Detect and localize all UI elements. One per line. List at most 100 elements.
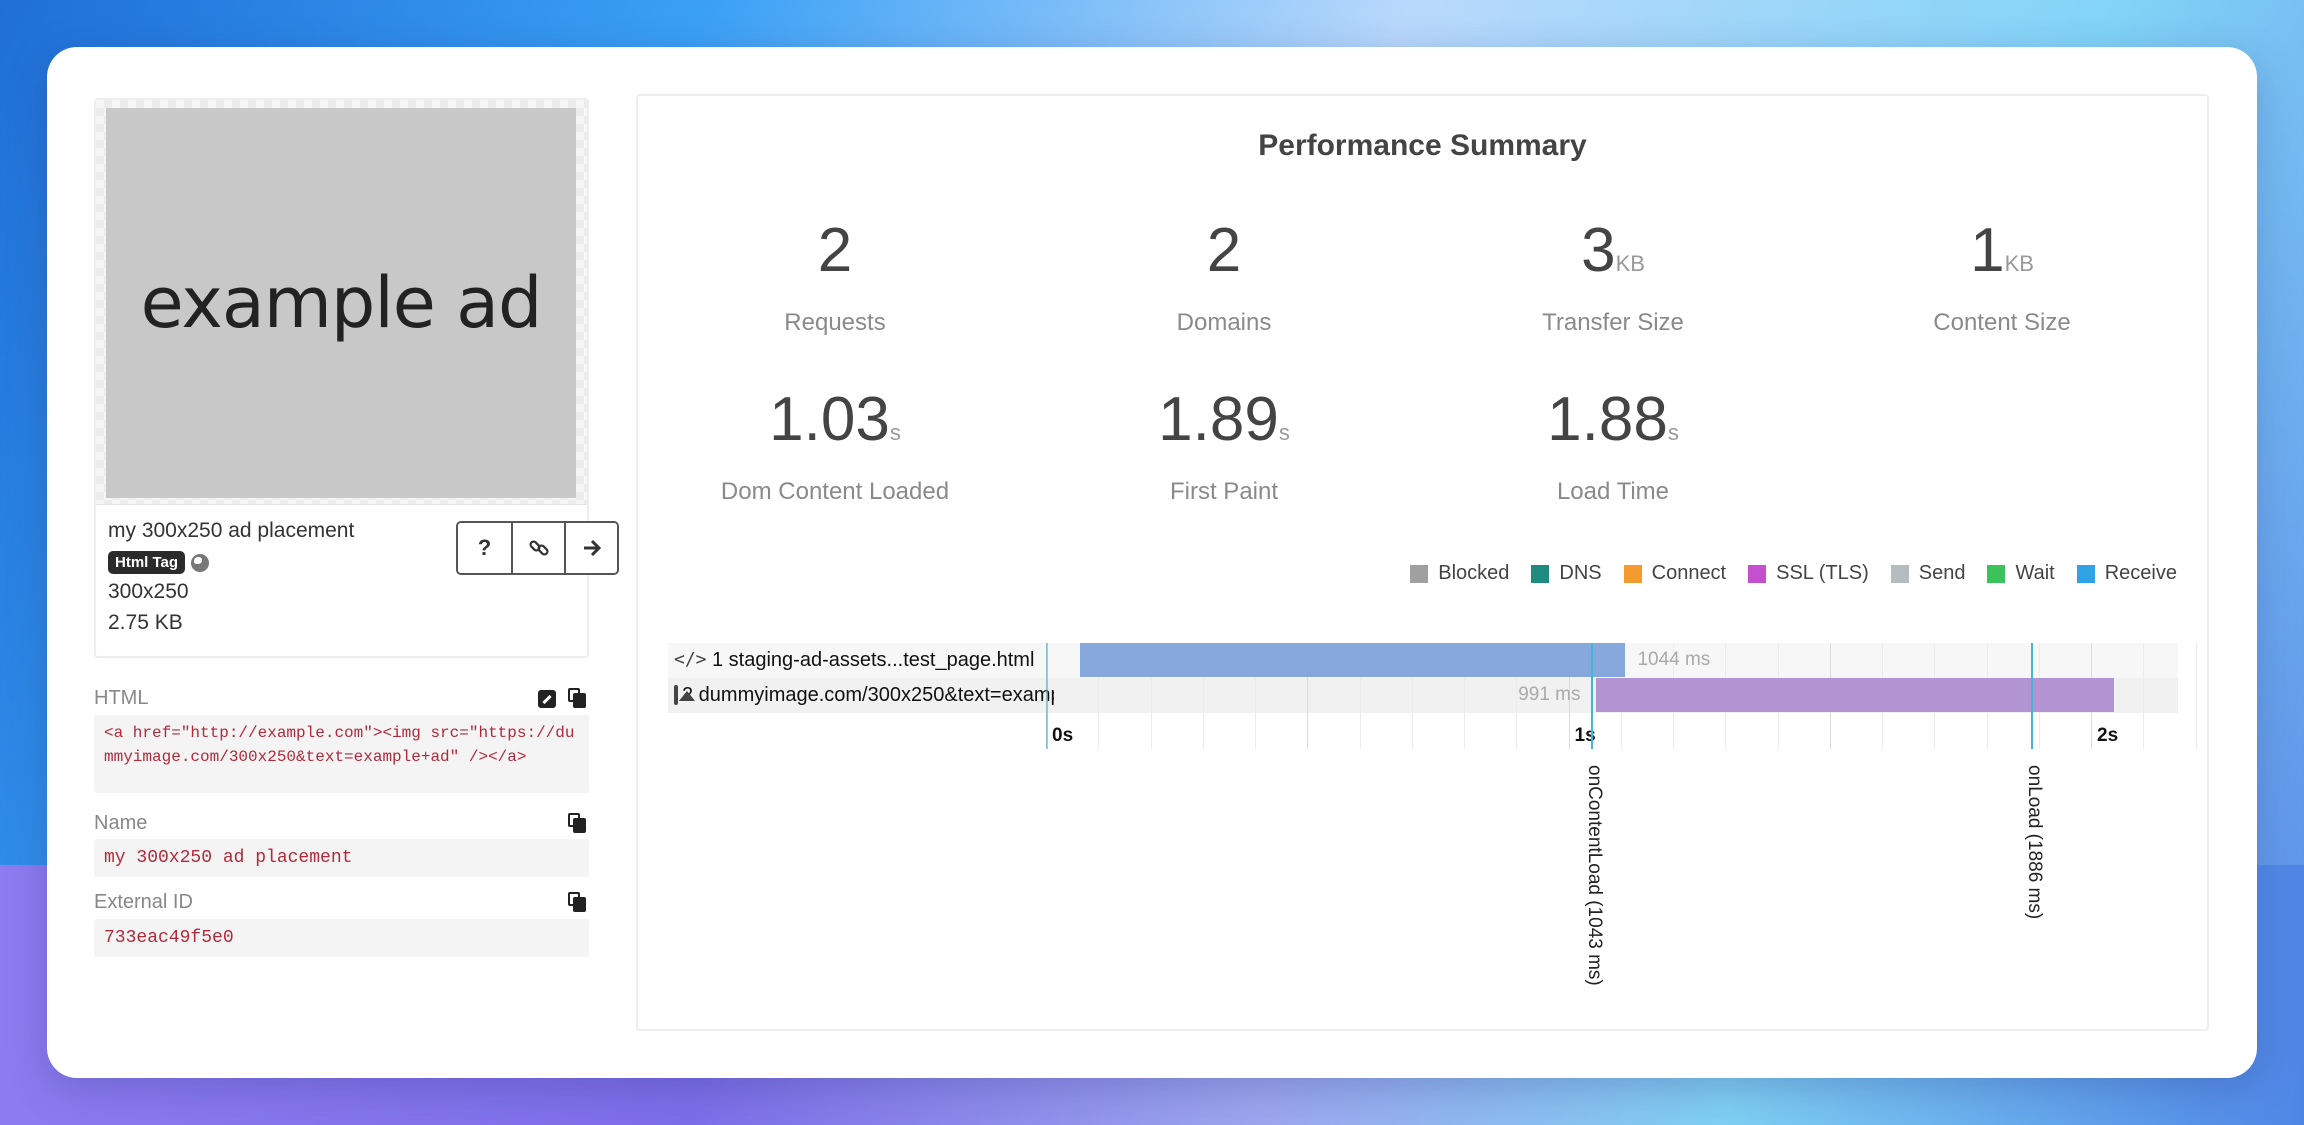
request-label[interactable]: 2 dummyimage.com/300x250&text=example+ad bbox=[674, 678, 1054, 712]
stat-value: 1.03s bbox=[769, 385, 901, 454]
event-line bbox=[1590, 643, 1593, 749]
grid-line bbox=[1359, 643, 1361, 749]
grid-line bbox=[1202, 643, 1204, 749]
grid-line bbox=[1568, 643, 1570, 749]
legend-swatch bbox=[1531, 564, 1550, 583]
stat-value: 1.89s bbox=[1158, 385, 1290, 454]
legend-swatch bbox=[1410, 564, 1429, 583]
name-label: Name bbox=[94, 812, 148, 834]
request-duration: 991 ms bbox=[1518, 684, 1581, 705]
legend-item: Wait bbox=[1987, 562, 2055, 585]
stat-transfer-size: 3KB Transfer Size bbox=[1433, 216, 1793, 337]
stat-value: 2 bbox=[817, 216, 853, 285]
legend-item: Send bbox=[1890, 562, 1966, 585]
copy-name-icon[interactable] bbox=[568, 813, 586, 833]
stat-first-paint: 1.89s First Paint bbox=[1044, 385, 1404, 506]
grid-line bbox=[2143, 643, 2145, 749]
stat-requests: 2 Requests bbox=[655, 216, 1015, 337]
stat-content-size: 1KB Content Size bbox=[1822, 216, 2182, 337]
grid-line bbox=[2195, 643, 2197, 749]
arrow-right-icon bbox=[583, 539, 601, 557]
grid-line bbox=[1255, 643, 1256, 749]
link-icon bbox=[528, 540, 549, 556]
grid-line bbox=[1098, 643, 1100, 749]
ad-frame: example ad bbox=[96, 100, 587, 505]
stat-label: First Paint bbox=[1169, 478, 1279, 505]
legend-item: DNS bbox=[1531, 562, 1602, 585]
legend-item: Receive bbox=[2076, 562, 2177, 585]
name-field[interactable]: my 300x250 ad placement bbox=[94, 839, 589, 877]
request-bar[interactable] bbox=[1596, 678, 2114, 712]
link-button[interactable] bbox=[511, 523, 564, 573]
legend-label: Blocked bbox=[1438, 562, 1510, 584]
edit-icon[interactable] bbox=[538, 690, 556, 708]
request-duration: 1044 ms bbox=[1637, 649, 1711, 670]
html-label: HTML bbox=[94, 687, 149, 709]
stat-label: Load Time bbox=[1556, 478, 1670, 505]
stat-domains: 2 Domains bbox=[1044, 216, 1404, 337]
event-label: onLoad (1886 ms) bbox=[2024, 765, 2046, 920]
external-id-label: External ID bbox=[94, 891, 193, 913]
ad-dimensions: 300x250 bbox=[108, 580, 189, 603]
ad-meta: my 300x250 ad placement Html Tag 300x250… bbox=[108, 519, 354, 635]
performance-title: Performance Summary bbox=[1258, 129, 1587, 162]
waterfall-row[interactable]: </> 1 staging-ad-assets...test_page.html 1… bbox=[638, 643, 2148, 677]
tick-label: 0s bbox=[1052, 725, 1074, 746]
code-icon: </> bbox=[674, 649, 707, 670]
copy-html-icon[interactable] bbox=[568, 688, 586, 708]
request-label[interactable]: </> 1 staging-ad-assets...test_page.html bbox=[674, 643, 1054, 677]
legend-item: Connect bbox=[1623, 562, 1727, 585]
request-url: 1 staging-ad-assets...test_page.html bbox=[712, 648, 1035, 671]
stat-value: 1.88s bbox=[1547, 385, 1679, 454]
type-badge: Html Tag bbox=[108, 551, 186, 574]
main-card: example ad my 300x250 ad placement Html … bbox=[47, 47, 2257, 1078]
badge-row: Html Tag bbox=[108, 551, 354, 574]
help-button[interactable]: ? bbox=[458, 523, 511, 573]
stat-load-time: 1.88s Load Time bbox=[1433, 385, 1793, 506]
legend-swatch bbox=[1623, 564, 1642, 583]
grid-line bbox=[1150, 643, 1152, 749]
legend-swatch bbox=[1748, 564, 1767, 583]
html-field[interactable]: <a href="http://example.com"><img src="h… bbox=[94, 715, 589, 793]
event-line bbox=[2031, 643, 2034, 749]
ad-size: 2.75 KB bbox=[108, 611, 183, 634]
open-button[interactable] bbox=[564, 523, 617, 573]
copy-external-id-icon[interactable] bbox=[568, 892, 586, 912]
ad-actions: ? bbox=[456, 521, 619, 575]
globe-icon bbox=[191, 553, 210, 572]
ad-preview-card: example ad my 300x250 ad placement Html … bbox=[94, 98, 619, 658]
legend-label: Receive bbox=[2104, 562, 2177, 584]
image-icon bbox=[674, 685, 695, 705]
grid-line bbox=[1464, 643, 1465, 749]
legend-label: SSL (TLS) bbox=[1776, 562, 1869, 584]
request-url: 2 dummyimage.com/300x250&text=example+ad bbox=[682, 683, 1054, 706]
legend-label: DNS bbox=[1559, 562, 1602, 584]
grid-line bbox=[1411, 643, 1413, 749]
grid-line bbox=[1516, 643, 1518, 749]
legend-item: Blocked bbox=[1410, 562, 1509, 585]
legend-label: Send bbox=[1918, 562, 1966, 584]
external-id-field[interactable]: 733eac49f5e0 bbox=[94, 919, 589, 957]
performance-summary-panel: Performance Summary 2 Requests 2 Domains… bbox=[636, 94, 2209, 1031]
waterfall-row[interactable]: 2 dummyimage.com/300x250&text=example+ad… bbox=[638, 678, 2148, 712]
stat-value: 1KB bbox=[1970, 216, 2034, 285]
waterfall-legend: Blocked DNS Connect SSL (TLS) Send Wait Receiv… bbox=[1388, 562, 2177, 585]
stat-label: Requests bbox=[784, 309, 886, 336]
legend-swatch bbox=[1890, 564, 1909, 583]
event-label: onContentLoad (1043 ms) bbox=[1583, 765, 1605, 986]
legend-label: Connect bbox=[1651, 562, 1727, 584]
ad-name: my 300x250 ad placement bbox=[108, 519, 355, 542]
legend-label: Wait bbox=[2015, 562, 2055, 584]
label-divider bbox=[1046, 643, 1048, 749]
ad-image[interactable]: example ad bbox=[106, 108, 576, 498]
stat-label: Content Size bbox=[1933, 309, 2071, 336]
request-bar[interactable] bbox=[1079, 643, 1626, 677]
grid-line bbox=[1307, 643, 1309, 749]
tick-label: 1s bbox=[1574, 725, 1596, 746]
stat-label: Transfer Size bbox=[1542, 309, 1684, 336]
legend-swatch bbox=[1987, 564, 2006, 583]
stat-value: 3KB bbox=[1581, 216, 1645, 285]
tick-label: 2s bbox=[2097, 725, 2119, 746]
legend-item: SSL (TLS) bbox=[1748, 562, 1869, 585]
stat-dom-content-loaded: 1.03s Dom Content Loaded bbox=[655, 385, 1015, 506]
